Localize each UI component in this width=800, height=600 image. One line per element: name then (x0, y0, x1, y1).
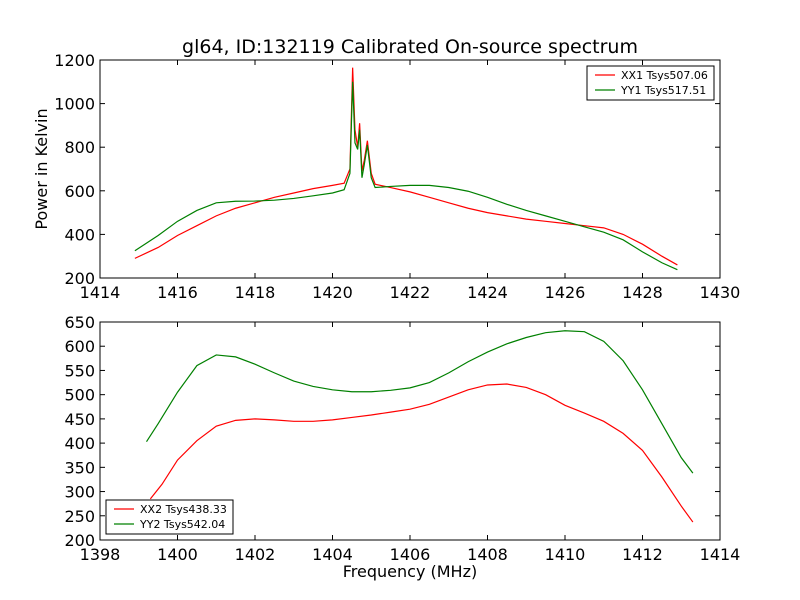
x-tick-label: 1406 (390, 545, 431, 564)
series-line-1 (134, 67, 678, 266)
y-tick-label: 1000 (54, 95, 95, 114)
x-tick-label: 1400 (157, 545, 198, 564)
series-line-2 (134, 81, 678, 271)
y-tick-label: 500 (64, 386, 95, 405)
x-tick-label: 1426 (545, 283, 586, 302)
x-tick-label: 1410 (545, 545, 586, 564)
legend-label: XX1 Tsys507.06 (621, 69, 708, 82)
x-tick-label: 1398 (80, 545, 121, 564)
x-tick-label: 1412 (622, 545, 663, 564)
x-tick-label: 1420 (312, 283, 353, 302)
y-tick-label: 600 (64, 182, 95, 201)
series-line-2 (145, 330, 694, 474)
y-tick-label: 200 (64, 269, 95, 288)
x-tick-label: 1422 (390, 283, 431, 302)
chart-title: gl64, ID:132119 Calibrated On-source spe… (182, 36, 638, 58)
legend-label: YY1 Tsys517.51 (620, 84, 706, 97)
y-tick-label: 550 (64, 361, 95, 380)
series-line-1 (149, 383, 694, 523)
y-tick-label: 250 (64, 507, 95, 526)
x-tick-label: 1428 (622, 283, 663, 302)
y-tick-label: 800 (64, 138, 95, 157)
y-tick-label: 1200 (54, 51, 95, 70)
x-tick-label: 1414 (80, 283, 121, 302)
x-tick-label: 1424 (467, 283, 508, 302)
legend: XX1 Tsys507.06 YY1 Tsys517.51 (586, 65, 715, 101)
top-y-axis-label: Power in Kelvin (32, 108, 51, 229)
y-tick-label: 650 (64, 313, 95, 332)
x-tick-label: 1404 (312, 545, 353, 564)
y-tick-label: 350 (64, 458, 95, 477)
x-tick-label: 1414 (700, 545, 741, 564)
legend: XX2 Tsys438.33 YY2 Tsys542.04 (105, 499, 234, 535)
bottom-chart-panel: 1398 1400 1402 1404 1406 1408 1410 1412 1414 200 2… (64, 313, 740, 564)
bottom-x-axis-label: Frequency (MHz) (343, 562, 477, 581)
x-tick-label: 1416 (157, 283, 198, 302)
legend-label: XX2 Tsys438.33 (140, 503, 227, 516)
top-chart-panel: 1414 1416 1418 1420 1422 1424 1426 1428 1430 200 4… (54, 51, 740, 302)
x-tick-label: 1408 (467, 545, 508, 564)
y-tick-label: 400 (64, 434, 95, 453)
y-tick-label: 300 (64, 483, 95, 502)
y-tick-label: 200 (64, 531, 95, 550)
legend-label: YY2 Tsys542.04 (139, 518, 225, 531)
x-tick-label: 1402 (235, 545, 276, 564)
y-tick-label: 400 (64, 225, 95, 244)
legend-box (586, 65, 715, 101)
x-tick-label: 1430 (700, 283, 741, 302)
legend-box (105, 499, 234, 535)
y-tick-label: 450 (64, 410, 95, 429)
y-tick-label: 600 (64, 337, 95, 356)
x-tick-label: 1418 (235, 283, 276, 302)
